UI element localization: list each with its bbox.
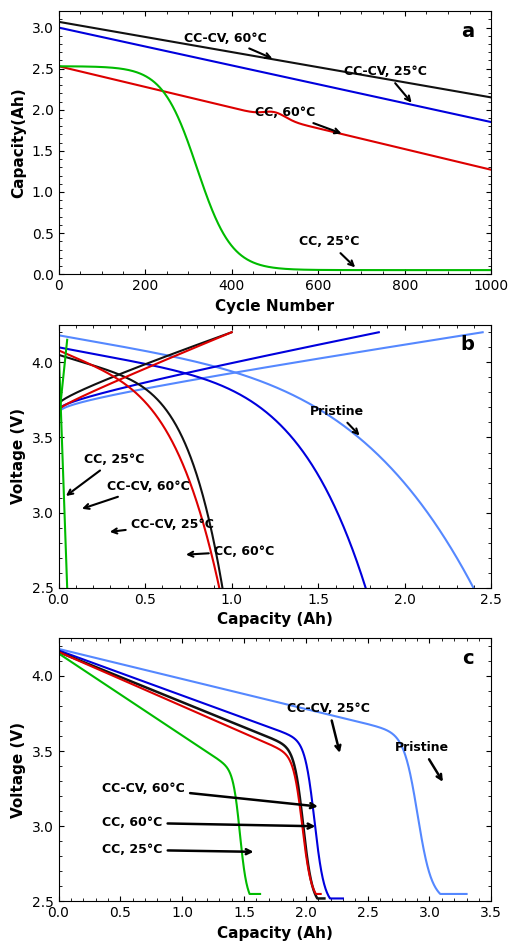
Text: c: c xyxy=(462,649,474,668)
Y-axis label: Voltage (V): Voltage (V) xyxy=(11,408,26,505)
X-axis label: Cycle Number: Cycle Number xyxy=(215,299,334,313)
Text: Pristine: Pristine xyxy=(395,741,449,780)
Text: CC-CV, 25°C: CC-CV, 25°C xyxy=(344,66,427,101)
Text: CC-CV, 60°C: CC-CV, 60°C xyxy=(184,31,270,58)
Text: CC-CV, 25°C: CC-CV, 25°C xyxy=(287,702,370,750)
Text: CC, 60°C: CC, 60°C xyxy=(188,545,275,558)
X-axis label: Capacity (Ah): Capacity (Ah) xyxy=(217,926,333,941)
Text: CC, 25°C: CC, 25°C xyxy=(68,453,145,495)
Text: Pristine: Pristine xyxy=(309,405,363,434)
Text: CC, 60°C: CC, 60°C xyxy=(102,816,313,829)
X-axis label: Capacity (Ah): Capacity (Ah) xyxy=(217,612,333,627)
Y-axis label: Capacity(Ah): Capacity(Ah) xyxy=(11,88,26,198)
Text: b: b xyxy=(460,335,474,354)
Text: CC-CV, 60°C: CC-CV, 60°C xyxy=(84,480,190,508)
Text: CC-CV, 25°C: CC-CV, 25°C xyxy=(112,518,214,533)
Text: CC, 25°C: CC, 25°C xyxy=(102,843,251,857)
Text: CC, 25°C: CC, 25°C xyxy=(298,235,359,266)
Text: CC, 60°C: CC, 60°C xyxy=(255,107,340,133)
Text: CC-CV, 60°C: CC-CV, 60°C xyxy=(102,782,315,808)
Text: a: a xyxy=(461,22,474,41)
Y-axis label: Voltage (V): Voltage (V) xyxy=(11,722,26,818)
